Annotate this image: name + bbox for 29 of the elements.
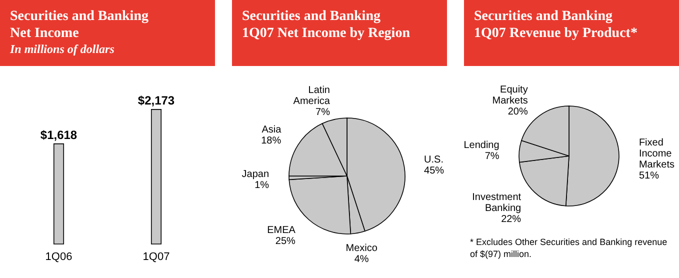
data-label: 18% — [261, 136, 282, 147]
chart-title: Securities and Banking 1Q07 Revenue by Product* — [474, 8, 638, 42]
slice-label: Lending — [464, 140, 500, 151]
data-label: 7% — [484, 150, 500, 162]
slice-label: U.S. — [424, 154, 444, 166]
data-label: 22% — [501, 214, 522, 226]
slice-label: EMEA — [267, 225, 296, 236]
slice-label: Fixed Income Markets — [638, 138, 675, 171]
data-label: 7% — [316, 106, 330, 118]
slice-label: Equity Markets — [492, 84, 528, 106]
chart-title: Securities and Banking Net Income — [10, 8, 150, 42]
x-tick-label: 1Q06 — [45, 250, 72, 263]
data-label: 45% — [424, 165, 444, 176]
data-label: $1,618 — [40, 128, 78, 142]
slice-label: Mexico — [346, 243, 378, 254]
slice-label: Investment Banking — [472, 192, 522, 214]
data-label: 4% — [354, 254, 369, 266]
data-label: 20% — [508, 106, 528, 118]
chart-subtitle: In millions of dollars — [10, 42, 116, 57]
data-label: 25% — [275, 236, 296, 248]
data-label: 51% — [638, 170, 660, 182]
slice-label: Latin America — [293, 84, 330, 107]
text: * Excludes Other Securities and Banking revenue of $(97) million. — [469, 236, 668, 260]
chart-title: Securities and Banking 1Q07 Net Income by Region — [242, 8, 411, 42]
x-tick-label: 1Q07 — [142, 250, 170, 263]
data-label: 1% — [254, 180, 270, 191]
data-label: $2,173 — [138, 93, 175, 108]
slice-label: Asia — [262, 124, 282, 136]
slice-label: Japan — [242, 168, 270, 180]
